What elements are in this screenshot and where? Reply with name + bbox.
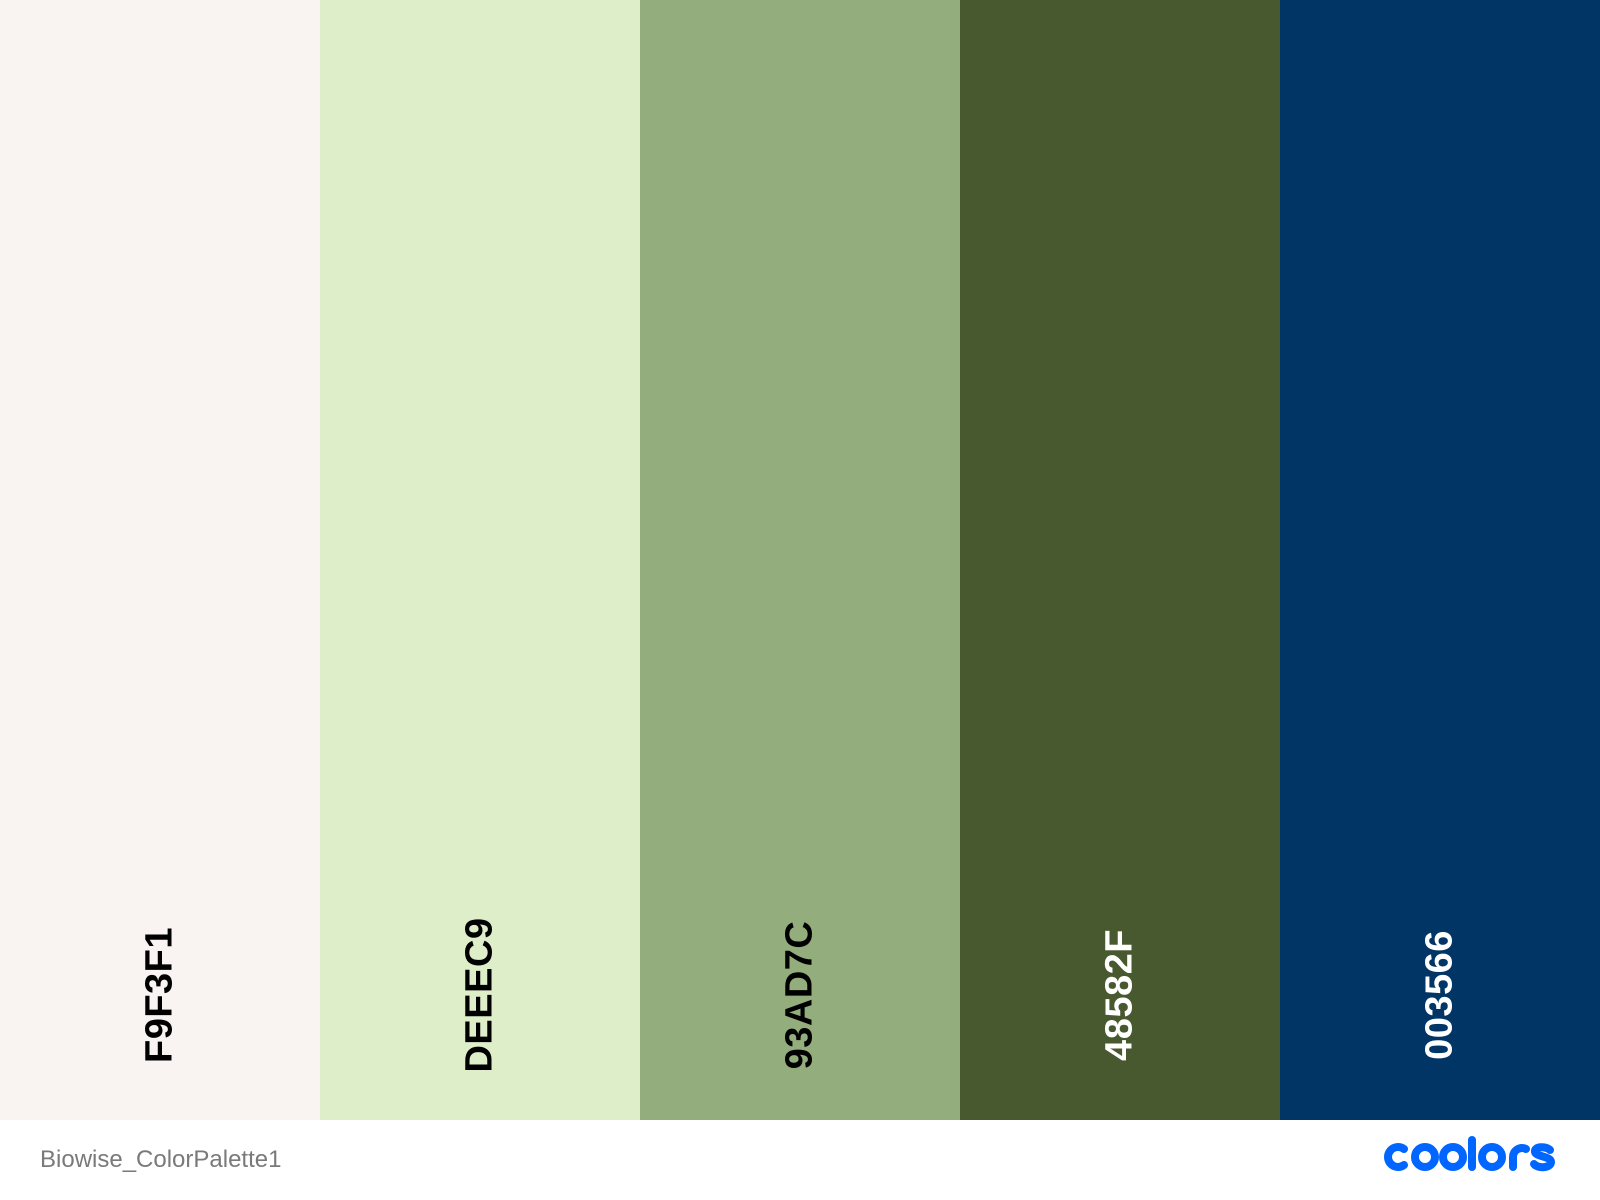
hex-code-label: F9F3F1 bbox=[138, 926, 181, 1064]
hex-code-label: 93AD7C bbox=[778, 920, 821, 1070]
color-swatch-3[interactable]: 93AD7C bbox=[640, 0, 960, 1120]
coolors-logo[interactable] bbox=[1380, 1136, 1560, 1176]
color-palette: F9F3F1 DEEEC9 93AD7C 48582F 003566 bbox=[0, 0, 1600, 1120]
palette-name: Biowise_ColorPalette1 bbox=[40, 1146, 282, 1173]
footer-bar: Biowise_ColorPalette1 bbox=[0, 1120, 1600, 1200]
color-swatch-4[interactable]: 48582F bbox=[960, 0, 1280, 1120]
hex-code-label: DEEEC9 bbox=[458, 917, 501, 1073]
hex-code-label: 48582F bbox=[1098, 929, 1141, 1061]
color-swatch-2[interactable]: DEEEC9 bbox=[320, 0, 640, 1120]
color-swatch-1[interactable]: F9F3F1 bbox=[0, 0, 320, 1120]
coolors-logo-icon bbox=[1384, 1136, 1555, 1172]
hex-code-label: 003566 bbox=[1418, 930, 1461, 1060]
color-swatch-5[interactable]: 003566 bbox=[1280, 0, 1600, 1120]
